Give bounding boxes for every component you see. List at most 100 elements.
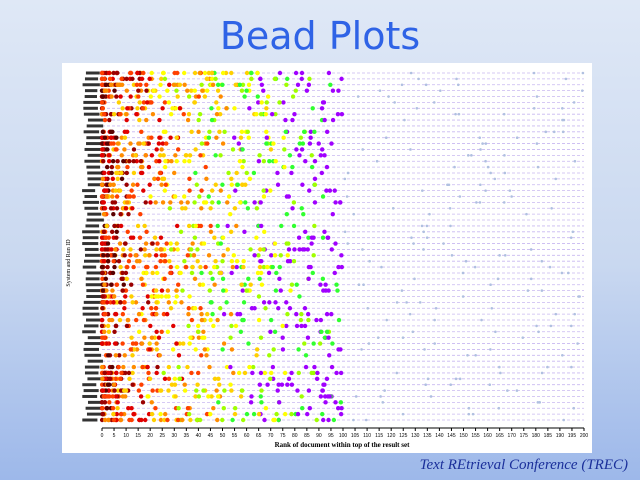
bead: [137, 235, 143, 240]
bead: [206, 253, 212, 258]
x-tick-label: 165: [495, 433, 504, 439]
bead: [150, 241, 155, 246]
bead: [378, 89, 382, 92]
bead: [561, 106, 564, 110]
bead: [333, 400, 338, 405]
bead: [338, 200, 343, 205]
bead: [120, 394, 126, 399]
bead: [429, 395, 433, 398]
bead: [361, 248, 364, 251]
bead: [160, 200, 166, 205]
bead-plot-panel: 0 5 10 15 20 25 30 35 40 45 50 55 60 65 70 75 80 85 90 95 10…: [62, 63, 592, 453]
bead: [478, 201, 482, 204]
bead: [154, 270, 160, 276]
bead: [238, 329, 244, 334]
bead: [535, 95, 539, 98]
bead: [479, 148, 482, 151]
bead: [137, 417, 142, 423]
bead: [251, 170, 257, 176]
x-tick-label: 130: [411, 433, 420, 439]
run-id-label: [85, 283, 104, 287]
bead: [189, 129, 194, 135]
bead: [125, 264, 130, 270]
x-tick-label: 90: [316, 433, 322, 439]
bead: [201, 241, 207, 246]
bead: [562, 118, 566, 122]
bead: [368, 259, 371, 263]
bead: [550, 206, 553, 210]
bead: [366, 306, 370, 310]
bead: [251, 364, 256, 370]
bead: [143, 153, 148, 158]
bead: [104, 288, 109, 293]
bead: [101, 229, 107, 234]
bead: [274, 270, 279, 276]
bead: [276, 382, 281, 387]
bead: [139, 170, 145, 176]
bead: [196, 394, 202, 399]
bead: [199, 82, 204, 87]
bead: [120, 341, 125, 346]
bead: [214, 135, 219, 140]
bead: [106, 159, 112, 164]
bead: [111, 182, 116, 187]
bead: [168, 200, 173, 205]
bead: [299, 147, 305, 152]
bead: [317, 341, 323, 346]
run-id-label: [83, 130, 100, 134]
bead: [221, 288, 226, 293]
bead: [182, 70, 187, 76]
bead: [172, 382, 178, 387]
bead: [364, 418, 368, 422]
run-id-label: [84, 159, 101, 163]
bead: [224, 300, 229, 305]
bead: [267, 300, 272, 305]
bead: [168, 270, 173, 276]
bead: [204, 353, 209, 358]
bead: [319, 329, 324, 334]
bead: [200, 282, 206, 287]
bead: [139, 341, 145, 346]
bead: [161, 311, 167, 317]
bead: [141, 317, 147, 323]
bead: [327, 188, 333, 193]
bead: [187, 188, 192, 193]
bead: [182, 259, 187, 264]
bead: [165, 329, 171, 334]
bead: [448, 206, 452, 210]
bead: [115, 406, 120, 411]
bead: [209, 70, 215, 76]
bead: [285, 382, 290, 387]
bead: [291, 259, 297, 264]
bead: [105, 147, 110, 152]
bead: [198, 353, 204, 358]
run-id-label: [85, 71, 100, 75]
bead: [339, 111, 345, 117]
bead: [108, 82, 114, 87]
bead: [113, 376, 118, 382]
bead: [99, 70, 105, 76]
bead: [259, 100, 264, 105]
bead: [100, 406, 105, 411]
bead: [424, 383, 427, 387]
bead: [234, 264, 239, 270]
bead: [228, 229, 234, 234]
bead: [140, 364, 145, 370]
bead: [302, 341, 307, 346]
bead: [147, 76, 152, 82]
bead: [118, 300, 123, 305]
x-tick-label: 15: [135, 433, 141, 439]
bead: [232, 106, 237, 111]
bead: [268, 329, 273, 334]
bead: [221, 341, 227, 346]
bead: [200, 88, 205, 93]
run-id-label: [86, 124, 104, 128]
x-tick-label: 140: [435, 433, 444, 439]
bead: [395, 301, 399, 304]
bead: [156, 335, 162, 340]
bead: [240, 288, 245, 293]
bead: [190, 241, 195, 246]
bead: [119, 170, 124, 176]
bead: [208, 411, 213, 417]
bead: [405, 301, 408, 304]
